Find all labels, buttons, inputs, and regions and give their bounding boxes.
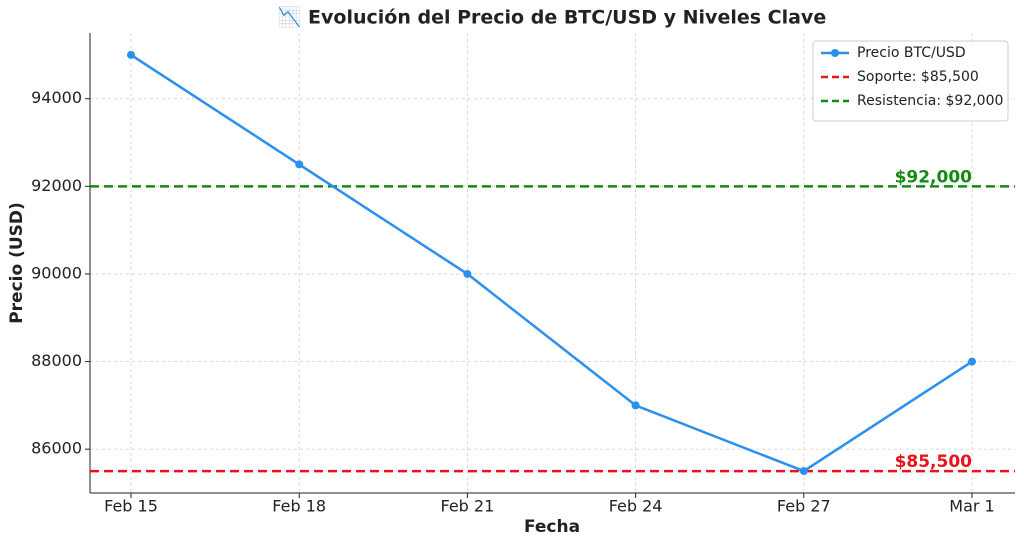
x-tick-label: Feb 27 xyxy=(777,497,831,516)
x-axis-label: Fecha xyxy=(524,517,580,537)
price-point xyxy=(799,467,808,476)
y-tick-label: 88000 xyxy=(31,351,82,370)
y-tick-label: 86000 xyxy=(31,439,82,458)
x-tick-label: Mar 1 xyxy=(949,497,994,516)
y-tick-label: 94000 xyxy=(31,88,82,107)
legend-box xyxy=(812,40,1009,122)
price-point xyxy=(631,401,640,410)
y-tick-label: 90000 xyxy=(31,263,82,282)
legend-label: Precio BTC/USD xyxy=(857,45,966,61)
x-tick-label: Feb 15 xyxy=(104,497,158,516)
legend: Precio BTC/USD Soporte: $85,500 Resistenci… xyxy=(812,40,1009,122)
x-tick-label: Feb 18 xyxy=(272,497,326,516)
chart-title: 📉 Evolución del Precio de BTC/USD y Nive… xyxy=(278,6,826,29)
legend-label: Soporte: $85,500 xyxy=(857,69,979,85)
legend-label: Resistencia: $92,000 xyxy=(857,93,1003,109)
y-axis-label: Precio (USD) xyxy=(7,202,27,324)
x-tick-label: Feb 24 xyxy=(609,497,663,516)
price-point xyxy=(463,269,472,278)
reference-label: $92,000 xyxy=(895,167,973,187)
price-point xyxy=(127,50,135,59)
reference-label: $85,500 xyxy=(895,452,973,472)
price-point xyxy=(295,160,304,169)
price-line xyxy=(130,53,973,473)
legend-marker xyxy=(831,49,839,57)
price-point xyxy=(968,357,976,366)
x-tick-label: Feb 21 xyxy=(441,497,495,516)
y-tick-label: 92000 xyxy=(31,176,82,195)
